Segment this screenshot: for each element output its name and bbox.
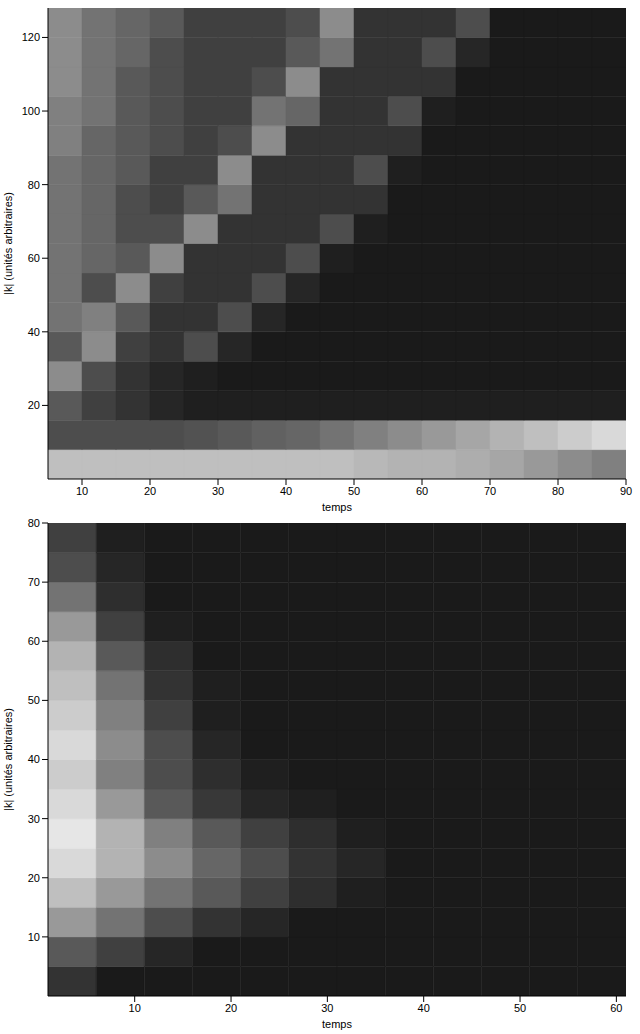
svg-text:40: 40 — [28, 326, 40, 338]
svg-text:temps: temps — [322, 1018, 352, 1030]
svg-text:50: 50 — [348, 485, 360, 497]
svg-text:temps: temps — [322, 501, 352, 513]
svg-text:30: 30 — [212, 485, 224, 497]
svg-text:10: 10 — [129, 1002, 141, 1014]
svg-text:|k| (unités arbitraires): |k| (unités arbitraires) — [2, 708, 14, 811]
svg-text:|k| (unités arbitraires): |k| (unités arbitraires) — [2, 192, 14, 295]
svg-text:20: 20 — [144, 485, 156, 497]
svg-text:20: 20 — [225, 1002, 237, 1014]
svg-text:50: 50 — [514, 1002, 526, 1014]
svg-text:60: 60 — [416, 485, 428, 497]
svg-text:80: 80 — [28, 179, 40, 191]
svg-text:30: 30 — [28, 813, 40, 825]
svg-text:20: 20 — [28, 399, 40, 411]
svg-text:30: 30 — [321, 1002, 333, 1014]
svg-text:70: 70 — [28, 576, 40, 588]
svg-text:90: 90 — [620, 485, 632, 497]
svg-text:10: 10 — [28, 931, 40, 943]
svg-text:60: 60 — [28, 252, 40, 264]
svg-text:20: 20 — [28, 872, 40, 884]
svg-text:60: 60 — [28, 635, 40, 647]
svg-text:60: 60 — [610, 1002, 622, 1014]
svg-text:40: 40 — [280, 485, 292, 497]
svg-text:50: 50 — [28, 694, 40, 706]
svg-text:10: 10 — [76, 485, 88, 497]
svg-text:100: 100 — [22, 105, 40, 117]
svg-text:40: 40 — [418, 1002, 430, 1014]
svg-text:80: 80 — [28, 517, 40, 529]
svg-text:80: 80 — [552, 485, 564, 497]
svg-text:70: 70 — [484, 485, 496, 497]
svg-text:40: 40 — [28, 753, 40, 765]
svg-text:120: 120 — [22, 31, 40, 43]
